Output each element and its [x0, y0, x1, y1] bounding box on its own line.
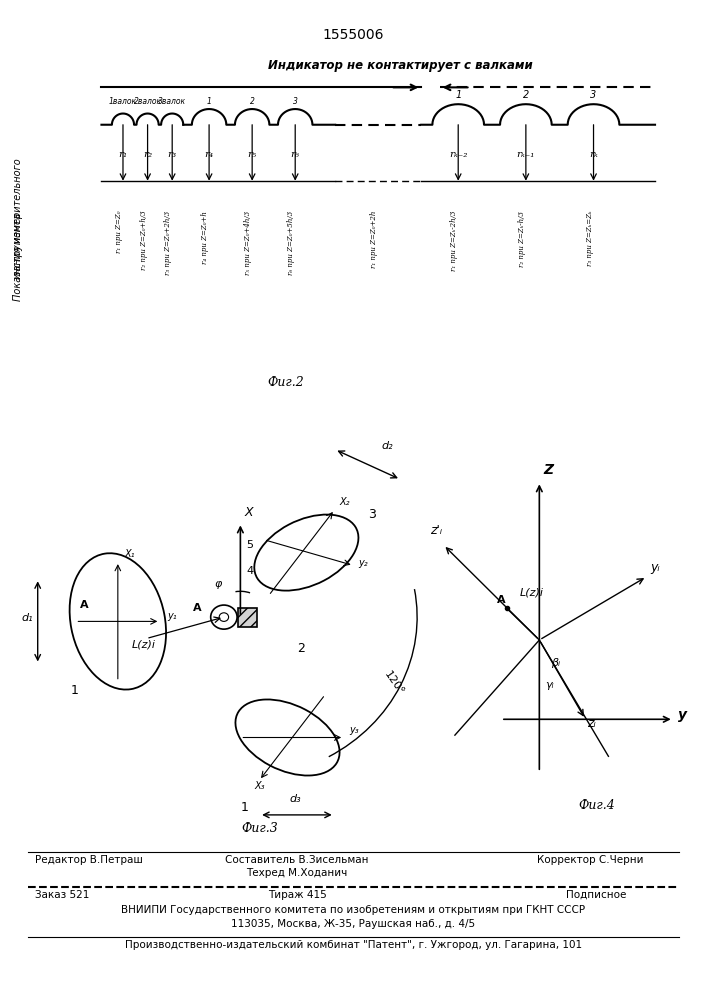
Text: Показания измерительного: Показания измерительного: [13, 159, 23, 301]
Text: d₂: d₂: [382, 441, 393, 451]
Text: 1: 1: [71, 684, 78, 698]
Text: d₃: d₃: [290, 794, 301, 804]
Text: 2: 2: [250, 97, 255, 106]
Text: r₂: r₂: [143, 150, 152, 159]
Text: Z: Z: [543, 463, 553, 477]
Text: Тираж 415: Тираж 415: [267, 890, 327, 900]
Text: ВНИИПИ Государственного комитета по изобретениям и открытиям при ГКНТ СССР: ВНИИПИ Государственного комитета по изоб…: [122, 905, 585, 915]
Text: y₂: y₂: [358, 558, 368, 568]
Text: A: A: [497, 595, 506, 605]
Text: r₃ при Z=Z₀+2h/3: r₃ при Z=Z₀+2h/3: [164, 211, 173, 275]
Text: 1555006: 1555006: [323, 28, 384, 42]
Text: X: X: [244, 506, 253, 519]
Text: A: A: [80, 600, 89, 610]
Text: rₖ₋₁: rₖ₋₁: [517, 150, 535, 159]
Text: 1: 1: [206, 97, 211, 106]
Text: r₁ при Z=Z₀+2h: r₁ при Z=Z₀+2h: [370, 211, 378, 268]
Text: r₄ при Z=Z₀+h: r₄ при Z=Z₀+h: [201, 211, 209, 264]
Text: r₆: r₆: [291, 150, 300, 159]
Text: y₃: y₃: [349, 725, 358, 735]
Text: Производственно-издательский комбинат "Патент", г. Ужгород, ул. Гагарина, 101: Производственно-издательский комбинат "П…: [125, 940, 582, 950]
Text: 2: 2: [297, 642, 305, 654]
Text: φ: φ: [214, 579, 222, 589]
Text: 1: 1: [240, 801, 248, 814]
Text: 3: 3: [293, 97, 298, 106]
Text: y: y: [677, 708, 686, 722]
Text: d₁: d₁: [21, 613, 33, 623]
Text: z'ᵢ: z'ᵢ: [430, 524, 442, 537]
Text: 2валок: 2валок: [134, 97, 162, 106]
Text: X₃: X₃: [255, 781, 265, 791]
Text: X₁: X₁: [125, 549, 136, 559]
Text: r₁ при Z=Z₀: r₁ при Z=Z₀: [115, 211, 123, 253]
Text: L(z)i: L(z)i: [132, 639, 156, 649]
Text: r₂ при Z=Zₖ-h/3: r₂ при Z=Zₖ-h/3: [518, 211, 526, 267]
Text: A: A: [193, 603, 202, 613]
Text: rₖ₋₂: rₖ₋₂: [449, 150, 467, 159]
Text: 4: 4: [246, 566, 253, 576]
Text: Корректор С.Черни: Корректор С.Черни: [537, 855, 644, 865]
FancyBboxPatch shape: [238, 608, 257, 627]
Text: rₖ: rₖ: [589, 150, 598, 159]
Text: r₄: r₄: [204, 150, 214, 159]
Text: r₆ при Z=Z₀+5h/3: r₆ при Z=Z₀+5h/3: [287, 211, 296, 275]
Text: Фиг.3: Фиг.3: [241, 822, 278, 835]
Text: 5: 5: [246, 540, 253, 550]
Text: Техред М.Ходанич: Техред М.Ходанич: [246, 868, 348, 878]
Text: Индикатор не контактирует с валками: Индикатор не контактирует с валками: [267, 59, 532, 72]
Text: γᵢ: γᵢ: [545, 680, 554, 690]
Text: 3валок: 3валок: [158, 97, 186, 106]
Text: r₅ при Z=Z₀+4h/3: r₅ при Z=Z₀+4h/3: [244, 211, 252, 275]
Text: βᵢ: βᵢ: [551, 658, 560, 668]
Text: 1: 1: [455, 90, 462, 100]
Text: 1валок: 1валок: [109, 97, 137, 106]
Text: r₁: r₁: [118, 150, 127, 159]
Text: Составитель В.Зисельман: Составитель В.Зисельман: [226, 855, 368, 865]
Text: 3: 3: [590, 90, 597, 100]
Text: 2: 2: [522, 90, 529, 100]
Text: r₅: r₅: [247, 150, 257, 159]
Text: 3: 3: [368, 508, 375, 521]
Text: X₂: X₂: [339, 497, 350, 507]
Text: Редактор В.Петраш: Редактор В.Петраш: [35, 855, 144, 865]
Text: Фиг.2: Фиг.2: [268, 376, 304, 389]
Text: r₂ при Z=Z₀+h/3: r₂ при Z=Z₀+h/3: [139, 211, 148, 270]
Text: 120°: 120°: [382, 669, 405, 696]
Text: инструмента: инструмента: [13, 211, 23, 279]
Text: r₃: r₃: [168, 150, 177, 159]
Text: r₃ при Z=Zₖ=Zₖ: r₃ при Z=Zₖ=Zₖ: [585, 211, 593, 266]
Text: 113035, Москва, Ж-35, Раушская наб., д. 4/5: 113035, Москва, Ж-35, Раушская наб., д. …: [231, 919, 476, 929]
Text: Фиг.4: Фиг.4: [578, 799, 615, 812]
Text: y₁: y₁: [168, 611, 177, 621]
Text: Заказ 521: Заказ 521: [35, 890, 90, 900]
Text: r₁ при Z=Zₖ-2h/3: r₁ при Z=Zₖ-2h/3: [450, 211, 458, 271]
Text: L(z)i: L(z)i: [520, 587, 544, 597]
Text: zᵢ: zᵢ: [588, 717, 596, 730]
Text: yᵢ: yᵢ: [650, 561, 660, 574]
Text: Подписное: Подписное: [566, 890, 626, 900]
